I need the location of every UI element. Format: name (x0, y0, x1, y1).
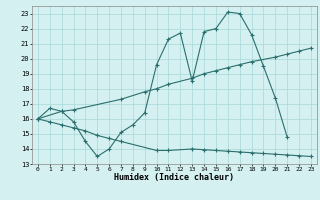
X-axis label: Humidex (Indice chaleur): Humidex (Indice chaleur) (115, 173, 234, 182)
